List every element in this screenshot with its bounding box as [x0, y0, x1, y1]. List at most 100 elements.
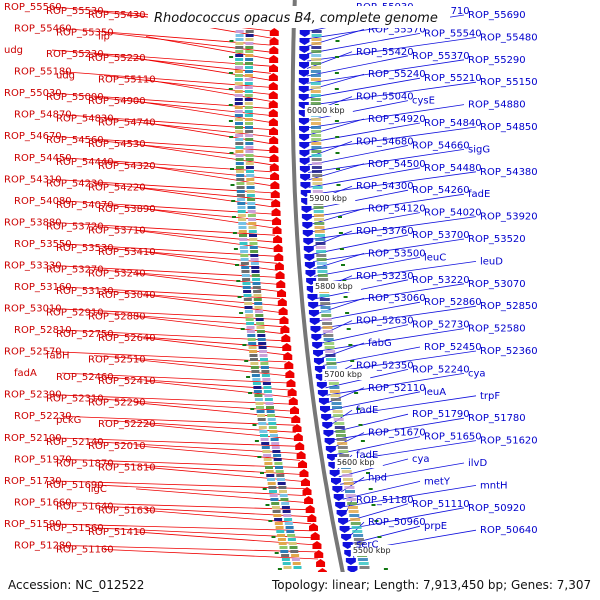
feature-band: [246, 194, 255, 197]
forward-gene-arrow: [282, 343, 292, 351]
position-dash: [235, 264, 239, 266]
feature-band: [311, 150, 322, 153]
feature-band: [245, 134, 254, 137]
feature-band: [238, 230, 247, 233]
left-gene-label: ROP_53010: [4, 304, 62, 315]
feature-band: [235, 34, 244, 37]
forward-gene-arrow: [269, 154, 279, 162]
forward-gene-arrow: [269, 37, 279, 45]
feature-band: [246, 322, 255, 325]
feature-band: [255, 318, 264, 321]
feature-band: [238, 218, 247, 221]
feature-band: [325, 350, 336, 353]
position-dash: [228, 72, 233, 74]
position-dash: [229, 56, 234, 58]
feature-band: [266, 410, 275, 413]
forward-gene-arrow: [270, 190, 280, 198]
reverse-gene-arrow: [321, 414, 332, 421]
left-gene-label: ROP_55230: [46, 49, 104, 60]
right-gene-label: leuA: [424, 387, 446, 398]
feature-band: [236, 178, 245, 181]
feature-band: [254, 306, 263, 309]
right-gene-label: ROP_54300: [356, 181, 414, 192]
label-connector-line: [61, 415, 295, 426]
feature-band: [250, 366, 259, 369]
feature-band: [266, 406, 274, 409]
label-connector-line: [328, 391, 421, 411]
left-gene-label: ROP_54740: [98, 118, 156, 129]
feature-band: [331, 402, 342, 405]
reverse-gene-arrow: [299, 30, 310, 37]
position-dash: [338, 232, 343, 234]
feature-band: [254, 302, 263, 305]
right-gene-label: ROP_55040: [356, 92, 414, 103]
feature-band: [267, 418, 276, 421]
kbp-tick-background: [322, 369, 371, 380]
feature-band: [246, 186, 255, 189]
feature-band: [245, 42, 254, 45]
right-gene-label: ROP_53070: [468, 279, 526, 290]
feature-band: [326, 358, 336, 361]
feature-band: [248, 222, 257, 225]
position-dash: [360, 440, 365, 442]
reverse-gene-arrow: [318, 398, 329, 405]
reverse-gene-arrow: [336, 510, 347, 517]
left-gene-label: ROP_54560: [46, 135, 104, 146]
feature-band: [271, 442, 280, 445]
reverse-gene-arrow: [298, 70, 309, 77]
position-dash: [252, 424, 257, 426]
label-connector-line: [343, 485, 477, 507]
label-connector-line: [93, 484, 307, 496]
forward-gene-arrow: [269, 46, 279, 54]
feature-band: [314, 226, 325, 229]
feature-band: [271, 502, 280, 505]
label-connector-line: [51, 308, 282, 320]
label-connector-line: [309, 189, 409, 210]
feature-band: [354, 542, 365, 545]
label-connector-line: [310, 212, 421, 233]
reverse-gene-arrow: [301, 206, 312, 213]
feature-band: [311, 50, 322, 53]
feature-band: [273, 514, 282, 517]
feature-band: [237, 198, 246, 201]
right-gene-label: ROP_52240: [412, 364, 470, 375]
feature-band: [320, 310, 331, 313]
reverse-gene-arrow: [341, 534, 352, 541]
feature-band: [259, 430, 268, 433]
reverse-gene-arrow: [313, 358, 324, 365]
label-connector-line: [312, 238, 465, 262]
left-gene-label: ROP_54230: [46, 178, 104, 189]
label-connector-line: [135, 143, 272, 166]
left-gene-label: ROP_52390: [4, 390, 62, 401]
feature-band: [269, 494, 278, 497]
left-gene-label: ROP_54070: [56, 200, 114, 211]
position-dash: [248, 392, 253, 394]
topology-text: Topology: linear; Length: 7,913,450 bp; …: [271, 578, 591, 592]
feature-band: [235, 126, 243, 129]
reverse-gene-arrow: [303, 246, 314, 253]
forward-gene-arrow: [269, 136, 279, 144]
feature-band: [271, 506, 280, 509]
label-connector-line: [306, 59, 465, 84]
feature-band: [247, 210, 256, 213]
right-gene-labels: ROP_55930ROP_55710ROP_55690ROP_55570ROP_…: [356, 2, 538, 551]
feature-band: [257, 418, 266, 421]
position-dash: [262, 488, 267, 490]
feature-band: [314, 230, 325, 233]
feature-band: [244, 106, 253, 109]
forward-gene-arrow: [280, 325, 290, 333]
feature-band: [253, 390, 262, 393]
forward-gene-arrow: [284, 361, 294, 369]
right-gene-label: ROP_54260: [412, 185, 470, 196]
reverse-gene-arrow: [304, 262, 315, 269]
reverse-gene-arrow: [307, 294, 318, 301]
feature-band: [316, 250, 327, 253]
forward-gene-arrow: [292, 424, 302, 432]
feature-band: [234, 78, 243, 81]
kbp-tick-background: [304, 105, 353, 116]
position-dash: [371, 504, 376, 506]
reverse-gene-arrow: [302, 230, 313, 237]
right-gene-label: ROP_51650: [424, 432, 482, 443]
feature-band: [247, 214, 256, 217]
left-gene-label: ROP_51810: [98, 462, 156, 473]
